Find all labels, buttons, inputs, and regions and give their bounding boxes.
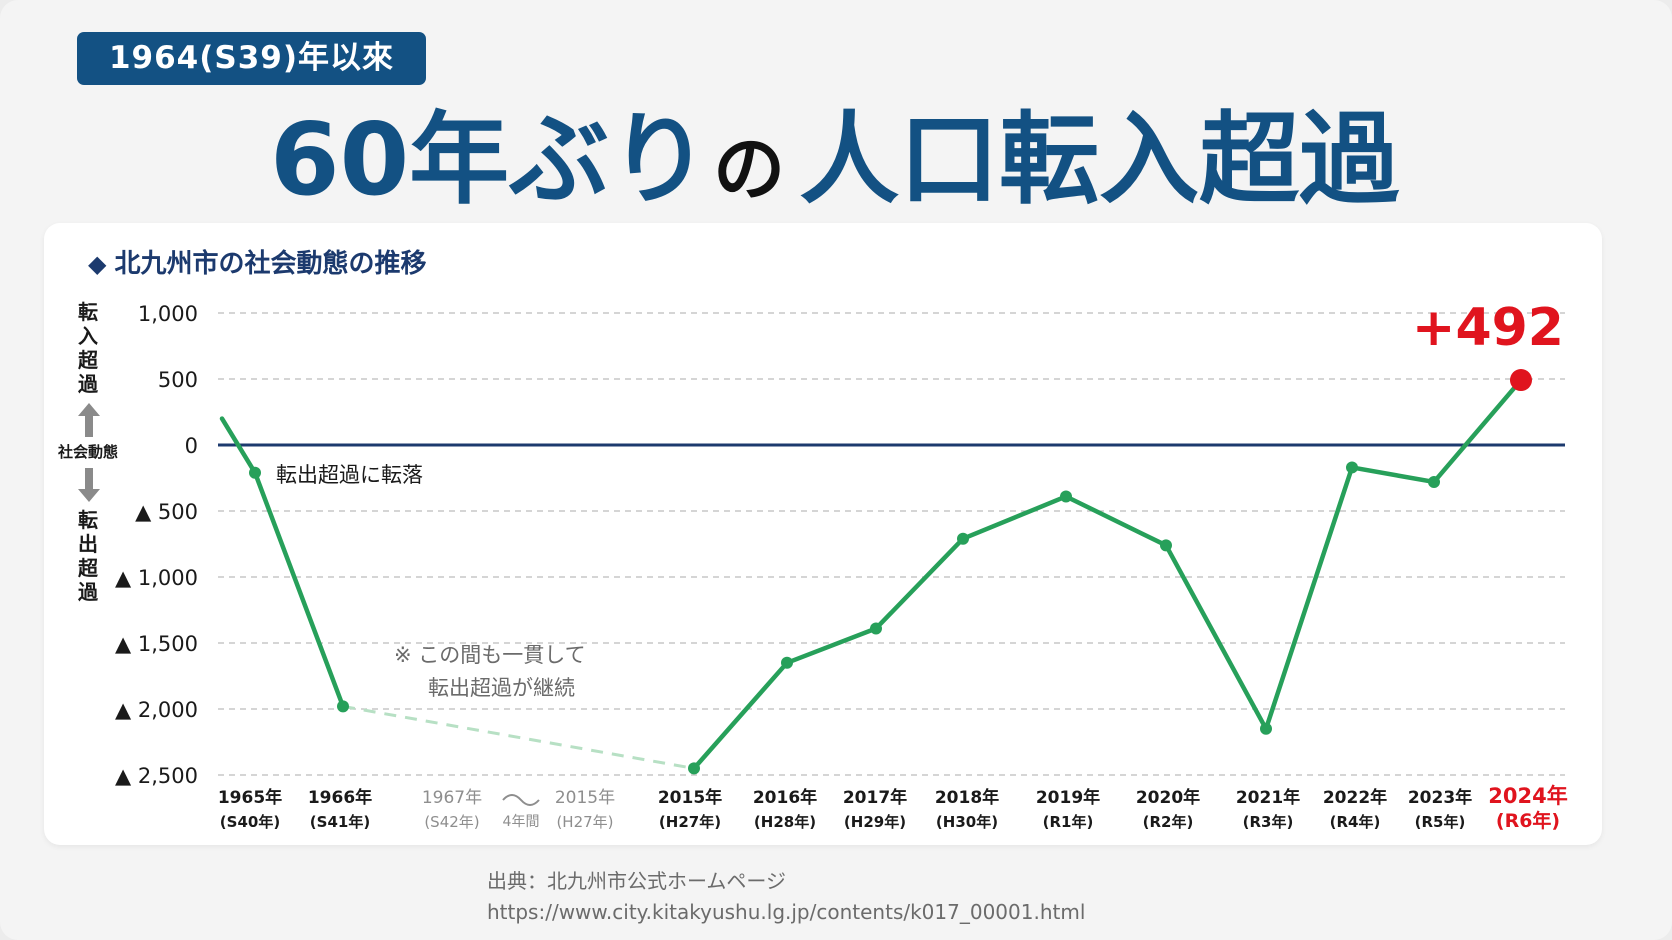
y-tick-label: ▲ 500 (135, 500, 198, 524)
x-tick-year: 2021年 (1236, 787, 1300, 808)
data-point (249, 466, 261, 479)
y-tick-label: 0 (185, 434, 198, 458)
x-tick-era: (H28年) (754, 813, 816, 831)
y-tick-label: ▲ 1,500 (115, 632, 198, 656)
data-point (870, 622, 882, 635)
y-label-social: 社会動態 (57, 443, 118, 461)
data-point (1428, 475, 1440, 488)
data-point (688, 762, 700, 775)
x-tick-era: (R1年) (1043, 813, 1094, 831)
data-point (1060, 490, 1072, 503)
headline-part3: 人口転入超過 (799, 101, 1400, 218)
arrow-down-icon (78, 468, 100, 502)
y-tick-label: ▲ 2,500 (115, 764, 198, 788)
x-tick-era: (S42年) (424, 813, 479, 831)
chart-card (44, 223, 1602, 845)
x-tick-era: (H30年) (936, 813, 998, 831)
gap-label: 4年間 (503, 814, 540, 830)
diamond-icon: ◆ (88, 250, 107, 278)
x-tick-year: 1966年 (308, 787, 372, 808)
annotation-gap-note-1: ※ この間も一貫して (394, 643, 586, 667)
x-tick-era: (H27年) (556, 813, 613, 831)
x-tick-year: 2018年 (935, 787, 999, 808)
x-tick-year: 2023年 (1408, 787, 1472, 808)
x-tick-era: (R6年) (1496, 809, 1560, 832)
section-title: ◆ 北九州市の社会動態の推移 (88, 246, 426, 282)
x-tick-year: 2015年 (555, 788, 615, 808)
x-tick-year: 1965年 (218, 787, 282, 808)
source-url: https://www.city.kitakyushu.lg.jp/conten… (487, 900, 1086, 924)
headline: 60年ぶりの 人口転入超過 (270, 100, 1470, 220)
source-line1: 出典：北九州市公式ホームページ (487, 869, 786, 893)
x-tick-year: 2015年 (658, 787, 722, 808)
since-badge: 1964(S39)年以來 (77, 32, 426, 85)
data-point (337, 700, 349, 713)
headline-part2: の (713, 127, 786, 211)
x-tick-year: 1967年 (422, 788, 482, 808)
series-line-early (219, 416, 346, 709)
x-tick-era: (R4年) (1330, 813, 1381, 831)
x-tick-era: (R5年) (1415, 813, 1466, 831)
y-tick-label: 1,000 (138, 302, 198, 326)
data-point (781, 656, 793, 669)
x-tick-era: (H29年) (844, 813, 906, 831)
x-tick-year: 2020年 (1136, 787, 1200, 808)
value-label-2024: +492 (1412, 298, 1564, 358)
tilde-icon (502, 794, 540, 806)
data-point (957, 532, 969, 545)
x-tick-era: (S41年) (310, 813, 370, 831)
data-point-highlight (1510, 369, 1532, 392)
data-point (1160, 539, 1172, 552)
annotation-turn-negative: 転出超過に転落 (276, 463, 423, 487)
x-tick-year: 2017年 (843, 787, 907, 808)
x-tick-era: (R3年) (1243, 813, 1294, 831)
x-tick-year: 2024年 (1488, 784, 1567, 808)
x-tick-year: 2016年 (753, 787, 817, 808)
gap-connector-line (342, 704, 695, 770)
series-line-recent (691, 377, 1524, 771)
data-point (1260, 722, 1272, 735)
arrow-up-icon (78, 403, 100, 437)
y-tick-label: 500 (158, 368, 198, 392)
x-tick-year: 2019年 (1036, 787, 1100, 808)
y-label-inflow: 転入超過 (78, 300, 98, 396)
headline-part1: 60年ぶり (270, 101, 710, 218)
y-label-outflow: 転出超過 (78, 508, 98, 604)
x-tick-year: 2022年 (1323, 787, 1387, 808)
y-tick-label: ▲ 2,000 (115, 698, 198, 722)
x-tick-era: (R2年) (1143, 813, 1194, 831)
data-point (1346, 461, 1358, 474)
section-title-text: 北九州市の社会動態の推移 (114, 249, 427, 279)
x-tick-era: (H27年) (659, 813, 721, 831)
source-note: 出典：北九州市公式ホームページ https://www.city.kitakyu… (487, 866, 1085, 928)
y-tick-label: ▲ 1,000 (115, 566, 198, 590)
annotation-gap-note-2: 転出超過が継続 (428, 676, 575, 700)
x-tick-era: (S40年) (220, 813, 280, 831)
